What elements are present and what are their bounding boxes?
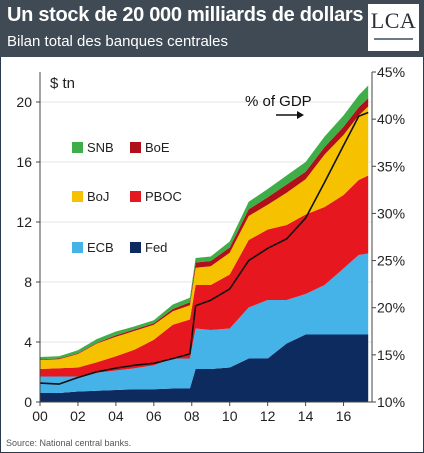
logo-underline <box>374 38 413 40</box>
y-right-tick-label: 30% <box>377 205 405 221</box>
source-note: Source: National central banks. <box>6 438 132 448</box>
y-right-tick-label: 10% <box>377 394 405 410</box>
legend-swatch-boj <box>72 191 83 202</box>
gdp-arrow <box>276 111 304 119</box>
gdp-pct-line <box>39 111 369 385</box>
x-tick-label: 14 <box>298 408 314 424</box>
legend-swatch-fed <box>130 242 141 253</box>
x-tick-label: 10 <box>222 408 238 424</box>
y-left-tick-label: 20 <box>16 94 32 110</box>
legend: SNB BoE BoJ PBOC ECB Fed <box>72 140 182 255</box>
y-left-tick-label: 0 <box>24 394 32 410</box>
lca-logo: LCA <box>368 4 419 51</box>
y-left-tick-label: 16 <box>16 154 32 170</box>
x-tick-label: 06 <box>146 408 162 424</box>
annotations: $ tn % of GDP <box>50 75 312 119</box>
x-tick-label: 08 <box>184 408 200 424</box>
legend-label-fed: Fed <box>145 240 167 255</box>
gdp-annotation-label: % of GDP <box>245 93 312 110</box>
x-tick-label: 04 <box>108 408 124 424</box>
y-right-tick-label: 20% <box>377 300 405 316</box>
y-right-tick-label: 25% <box>377 253 405 269</box>
legend-swatch-snb <box>72 142 83 153</box>
y-right-tick-label: 40% <box>377 111 405 127</box>
page-title: Un stock de 20 000 milliards de dollars <box>7 4 364 26</box>
legend-label-boj: BoJ <box>87 189 109 204</box>
legend-swatch-ecb <box>72 242 83 253</box>
legend-swatch-boe <box>130 142 141 153</box>
logo-text: LCA <box>370 8 417 33</box>
legend-label-ecb: ECB <box>87 240 114 255</box>
y-left-tick-label: 4 <box>24 334 32 350</box>
area-fed <box>40 334 369 402</box>
page-subtitle: Bilan total des banques centrales <box>7 33 228 50</box>
legend-label-boe: BoE <box>145 140 170 155</box>
gdp-line-group <box>39 111 369 385</box>
y-right-tick-label: 35% <box>377 158 405 174</box>
legend-label-snb: SNB <box>87 140 114 155</box>
y-axis-unit-label: $ tn <box>50 75 75 92</box>
area-pboc <box>40 175 369 377</box>
y-right-tick-label: 45% <box>377 64 405 80</box>
legend-swatch-pboc <box>130 191 141 202</box>
header-bar: Un stock de 20 000 milliards de dollars … <box>0 0 424 57</box>
x-tick-label: 16 <box>336 408 352 424</box>
y-right-tick-label: 15% <box>377 347 405 363</box>
y-left-tick-label: 12 <box>16 214 32 230</box>
x-tick-label: 12 <box>260 408 276 424</box>
y-left-tick-label: 8 <box>24 274 32 290</box>
x-tick-label: 02 <box>70 408 86 424</box>
x-tick-label: 00 <box>32 408 48 424</box>
legend-label-pboc: PBOC <box>145 189 182 204</box>
